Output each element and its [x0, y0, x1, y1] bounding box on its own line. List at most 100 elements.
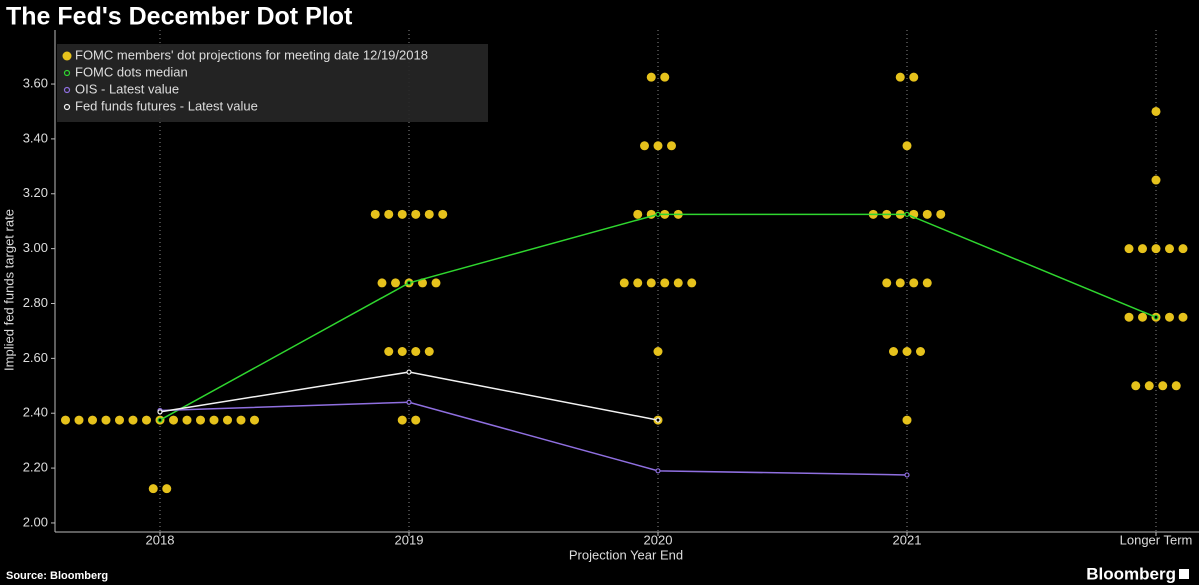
dot — [74, 415, 84, 425]
x-tick-label: 2019 — [395, 532, 424, 547]
chart-title: The Fed's December Dot Plot — [6, 3, 353, 31]
dot — [1158, 381, 1168, 391]
y-tick-label: 3.00 — [23, 240, 48, 255]
dot — [902, 415, 912, 425]
dot — [909, 278, 919, 288]
dot — [397, 415, 407, 425]
dot — [88, 415, 97, 425]
dot — [1124, 244, 1134, 254]
dot — [1178, 244, 1188, 254]
dot — [1144, 381, 1154, 391]
legend-label: Fed funds futures - Latest value — [75, 98, 258, 113]
dot — [667, 141, 676, 151]
dot — [882, 278, 892, 288]
dot — [895, 72, 905, 82]
dot — [633, 278, 643, 288]
dot — [660, 278, 670, 288]
dot — [1124, 312, 1134, 322]
dot — [438, 209, 448, 219]
dot — [687, 278, 697, 288]
dot — [236, 415, 246, 425]
dot — [377, 278, 387, 288]
line-point — [157, 417, 163, 423]
dot — [384, 346, 394, 356]
line-point — [157, 409, 163, 415]
brand-icon — [1179, 569, 1189, 579]
line-point — [904, 472, 910, 478]
line-point — [406, 399, 412, 405]
dot — [640, 141, 649, 151]
dot — [646, 72, 656, 82]
source: Source: Bloomberg — [6, 570, 108, 582]
dot — [653, 141, 663, 151]
dot — [128, 415, 138, 425]
dot — [902, 346, 912, 356]
line-point — [406, 369, 412, 375]
brand: Bloomberg — [1086, 564, 1176, 583]
dot — [633, 209, 643, 219]
y-tick-label: 2.80 — [23, 295, 48, 310]
dot — [646, 278, 656, 288]
y-tick-label: 3.20 — [23, 185, 48, 200]
dot — [909, 72, 919, 82]
dot — [391, 278, 400, 288]
dot — [397, 346, 407, 356]
dot — [61, 415, 70, 425]
dot — [1151, 106, 1161, 116]
legend-marker — [63, 103, 71, 111]
dot — [162, 484, 172, 494]
legend-label: FOMC members' dot projections for meetin… — [75, 47, 428, 62]
line-point — [655, 211, 661, 217]
dot — [209, 415, 219, 425]
dot — [424, 346, 434, 356]
series-line — [159, 401, 908, 476]
dot — [922, 278, 932, 288]
dot — [370, 209, 380, 219]
dot — [411, 415, 421, 425]
legend-label: OIS - Latest value — [75, 81, 179, 96]
dot — [223, 415, 232, 425]
x-tick-label: 2021 — [893, 532, 922, 547]
dot — [673, 278, 683, 288]
y-tick-label: 3.60 — [23, 75, 48, 90]
dot — [1151, 175, 1161, 185]
dot — [1131, 381, 1141, 391]
y-tick-label: 2.40 — [23, 405, 48, 420]
dot — [619, 278, 629, 288]
dot — [148, 484, 158, 494]
dot — [922, 209, 932, 219]
dot — [1138, 244, 1147, 254]
y-tick-label: 2.60 — [23, 350, 48, 365]
line-point — [904, 211, 910, 217]
legend: FOMC members' dot projections for meetin… — [57, 44, 488, 122]
legend-marker — [63, 69, 71, 77]
line-point — [1153, 314, 1159, 320]
dot — [196, 415, 205, 425]
series-line — [159, 213, 1157, 421]
dot — [418, 278, 427, 288]
dot — [936, 209, 946, 219]
x-axis-label: Projection Year End — [569, 547, 683, 562]
dot — [250, 415, 259, 425]
dot — [889, 346, 898, 356]
y-tick-label: 2.20 — [23, 460, 48, 475]
x-tick-label: Longer Term — [1120, 532, 1193, 547]
legend-label: FOMC dots median — [75, 64, 188, 79]
dot — [411, 346, 421, 356]
dot — [424, 209, 434, 219]
line-point — [655, 417, 661, 423]
dot — [101, 415, 111, 425]
dot — [653, 346, 663, 356]
x-tick-label: 2020 — [644, 532, 673, 547]
y-tick-label: 2.00 — [23, 514, 48, 529]
dot — [1178, 312, 1188, 322]
legend-marker — [63, 86, 71, 94]
dot — [182, 415, 192, 425]
dot — [1165, 312, 1174, 322]
dot — [1151, 244, 1161, 254]
legend-marker — [62, 51, 72, 61]
dot — [902, 141, 912, 151]
dot — [115, 415, 124, 425]
dot — [397, 209, 407, 219]
